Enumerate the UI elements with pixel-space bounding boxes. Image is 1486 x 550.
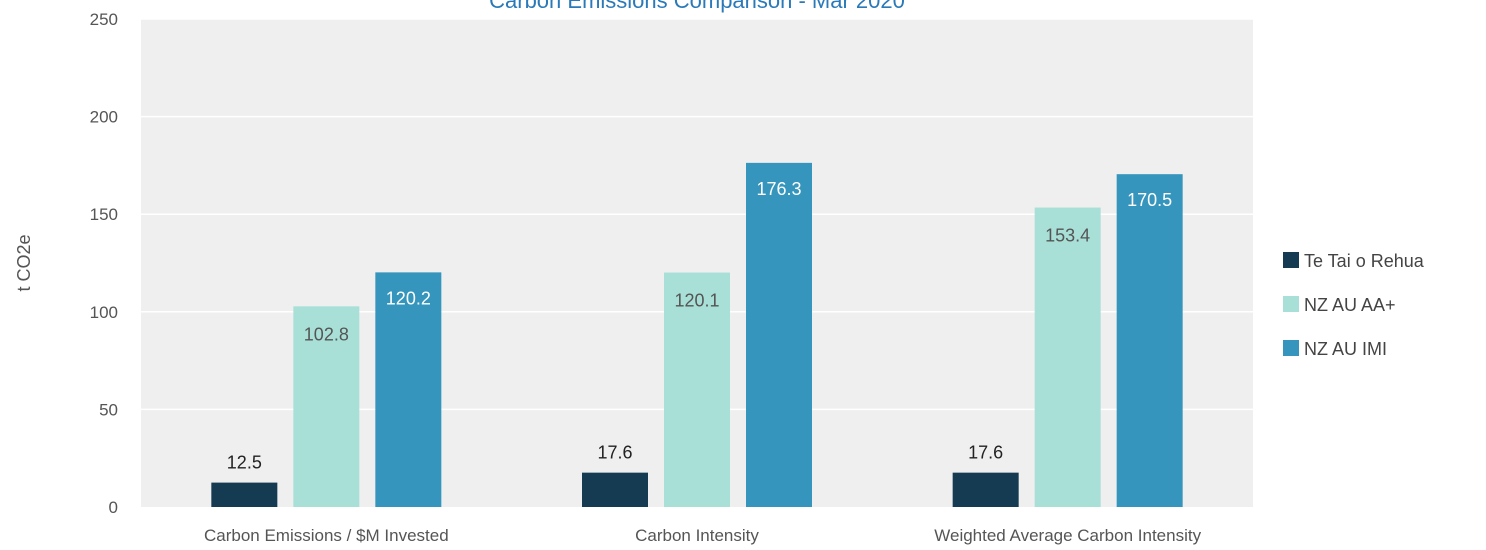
- legend-label: NZ AU IMI: [1304, 339, 1387, 359]
- y-axis-label: t CO2e: [14, 234, 34, 291]
- legend: Te Tai o Rehua NZ AU AA+ NZ AU IMI: [1283, 251, 1425, 359]
- y-axis-ticks: 0 50 100 150 200 250: [90, 10, 118, 517]
- y-tick-label: 200: [90, 108, 118, 127]
- data-label: 17.6: [597, 443, 632, 463]
- bar: [1034, 207, 1101, 507]
- x-axis-categories: Carbon Emissions / $M Invested Carbon Int…: [204, 526, 1202, 545]
- bar: [375, 272, 442, 507]
- data-label: 120.2: [386, 288, 431, 308]
- bar: [1116, 174, 1183, 507]
- data-label: 153.4: [1045, 226, 1090, 246]
- data-labels: 12.5 102.8 120.2 17.6 120.1 176.3 17.6 153.4 170…: [227, 179, 1172, 473]
- chart-title: Carbon Emissions Comparison - Mar 2020: [489, 0, 905, 13]
- bar: [293, 306, 360, 507]
- legend-swatch: [1283, 252, 1299, 268]
- legend-swatch: [1283, 296, 1299, 312]
- bar: [211, 482, 278, 507]
- bar: [664, 272, 730, 507]
- y-tick-label: 0: [109, 498, 118, 517]
- x-category-label: Carbon Intensity: [635, 526, 759, 545]
- bars: [211, 162, 1183, 507]
- legend-label: NZ AU AA+: [1304, 295, 1396, 315]
- bar: [582, 472, 648, 507]
- legend-label: Te Tai o Rehua: [1304, 251, 1425, 271]
- data-label: 12.5: [227, 453, 262, 473]
- y-tick-label: 100: [90, 303, 118, 322]
- y-tick-label: 250: [90, 10, 118, 29]
- data-label: 170.5: [1127, 190, 1172, 210]
- data-label: 102.8: [304, 324, 349, 344]
- data-label: 120.1: [674, 291, 719, 311]
- y-tick-label: 50: [99, 400, 118, 419]
- bar: [952, 472, 1019, 507]
- x-category-label: Carbon Emissions / $M Invested: [204, 526, 449, 545]
- bar: [746, 162, 812, 507]
- legend-swatch: [1283, 340, 1299, 356]
- data-label: 17.6: [968, 443, 1003, 463]
- data-label: 176.3: [756, 179, 801, 199]
- y-tick-label: 150: [90, 205, 118, 224]
- x-category-label: Weighted Average Carbon Intensity: [934, 526, 1201, 545]
